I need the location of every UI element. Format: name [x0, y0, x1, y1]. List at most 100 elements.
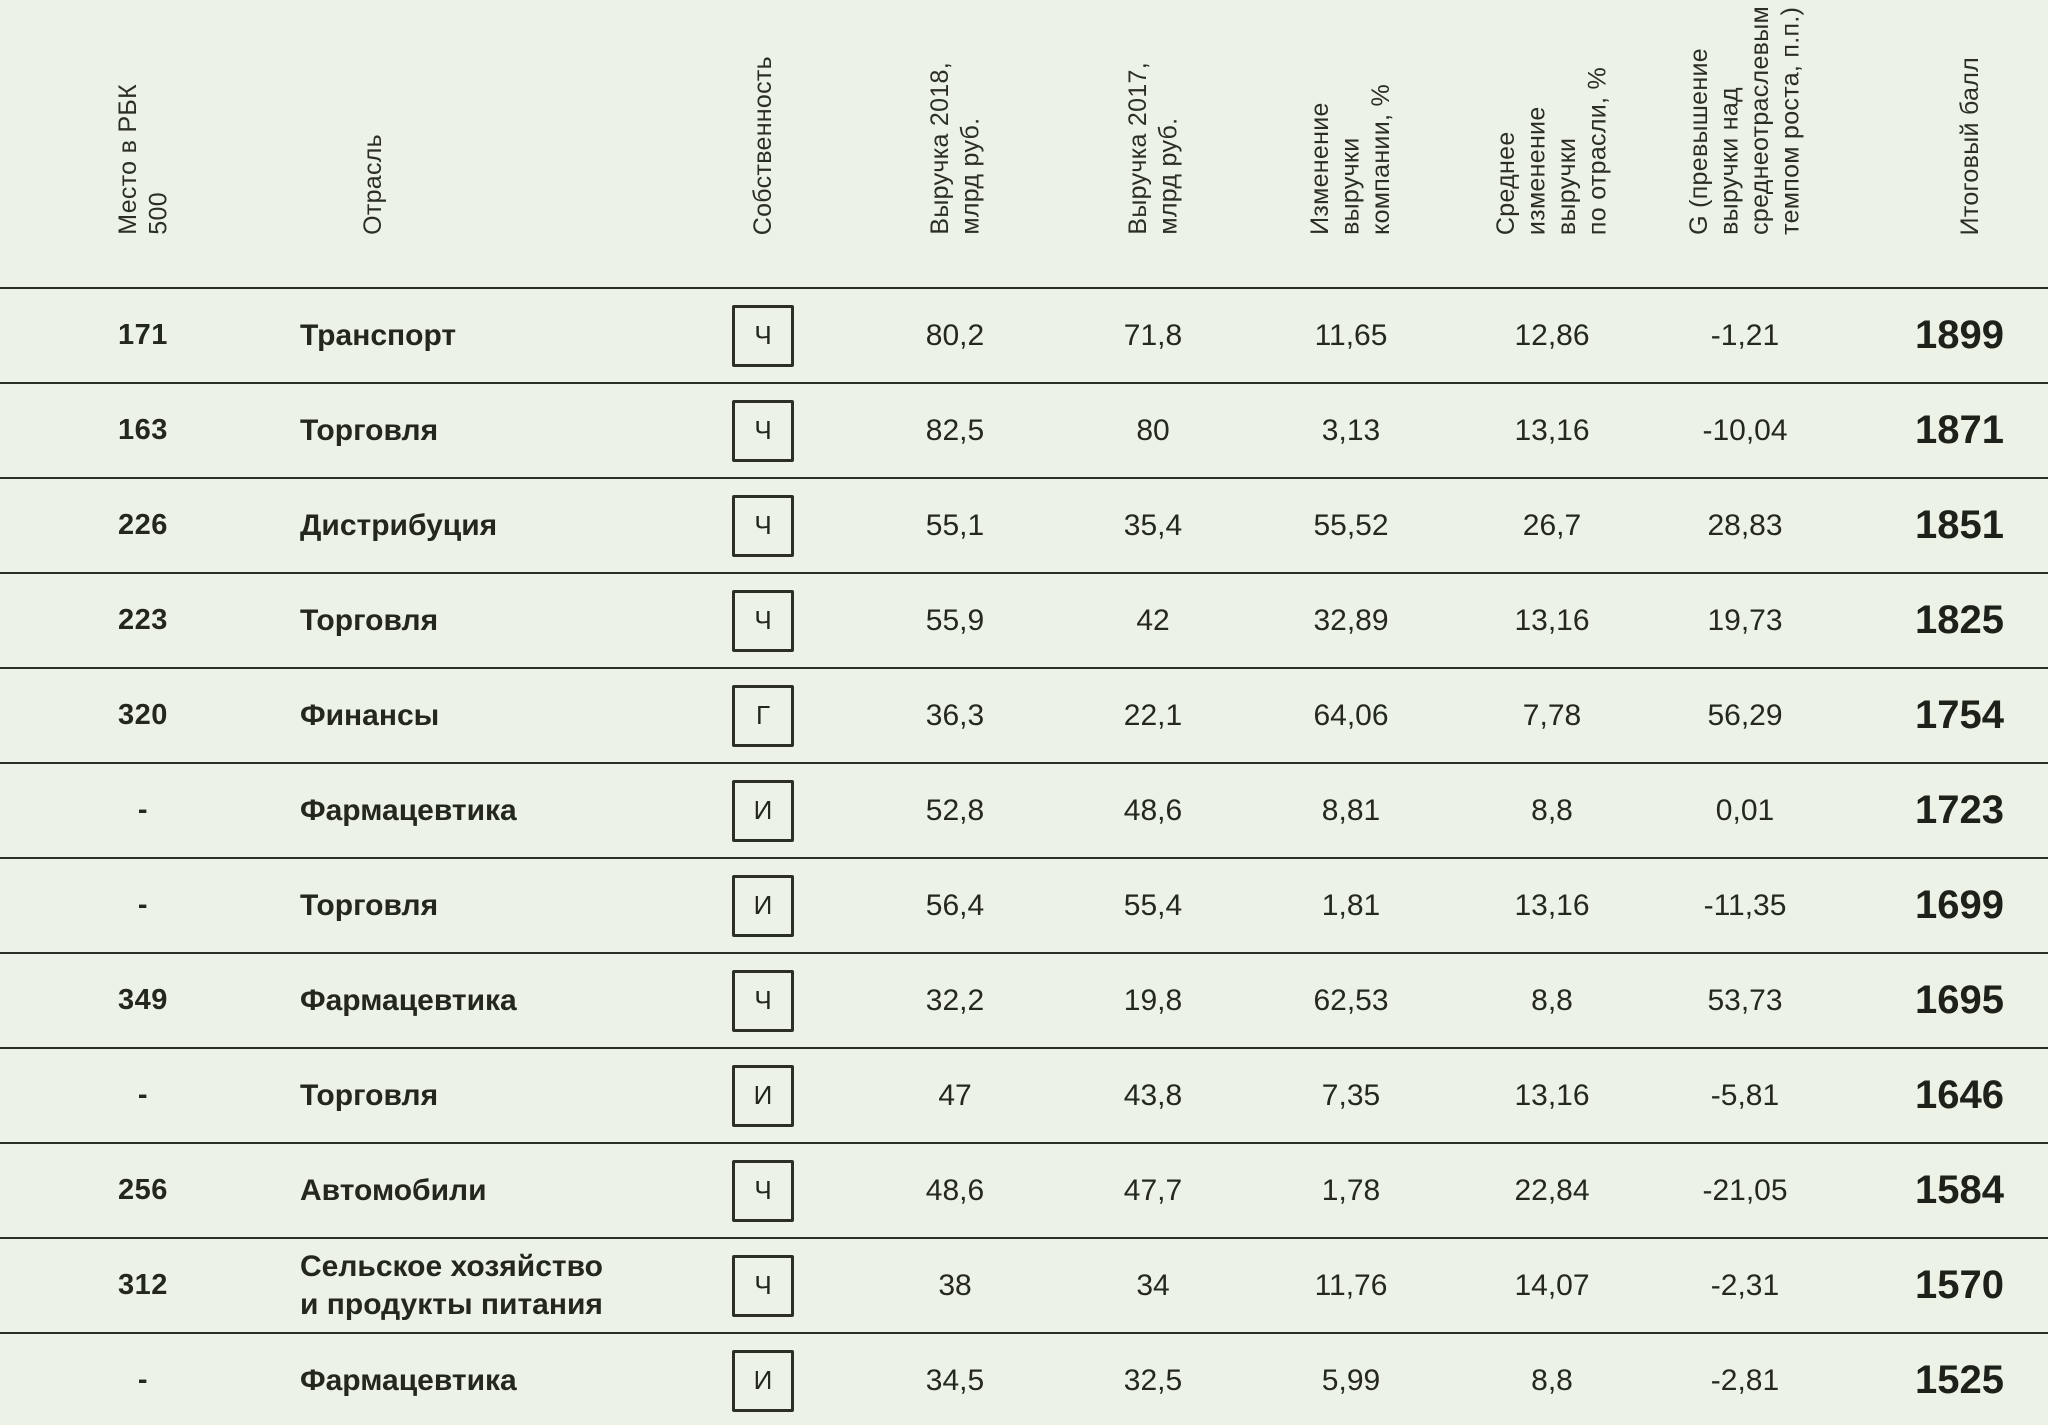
company-change-cell: 11,65: [1314, 318, 1388, 352]
table-row: 226 Дистрибуция Ч 55,1 35,4 55,52 26,7 2…: [0, 477, 2048, 572]
revenue-2018-cell: 55,9: [925, 603, 985, 637]
industry-cell: Фармацевтика: [300, 983, 517, 1017]
industry-cell: Фармацевтика: [300, 793, 517, 827]
industry-avg-change-cell: 8,8: [1531, 983, 1573, 1017]
industry-cell: Финансы: [300, 698, 440, 732]
revenue-2017-cell: 32,5: [1123, 1363, 1183, 1397]
table-row: 223 Торговля Ч 55,9 42 32,89 13,16 19,73…: [0, 572, 2048, 667]
ownership-badge: И: [732, 1349, 794, 1412]
company-change-cell: 55,52: [1313, 508, 1389, 542]
ownership-cell: И: [726, 874, 800, 937]
revenue-2017-cell: 71,8: [1123, 318, 1183, 352]
column-header-total-score-label: Итоговый балл: [1955, 56, 1984, 235]
industry-avg-change-cell: 14,07: [1514, 1268, 1590, 1302]
column-header-rank-label: Место в РБК 500: [113, 84, 173, 235]
column-header-industry-label: Отрасль: [359, 134, 387, 235]
ownership-cell: Ч: [726, 1254, 800, 1317]
industry-avg-change-cell: 26,7: [1522, 508, 1582, 542]
ownership-badge: И: [732, 779, 794, 842]
g-score-cell: -1,21: [1710, 318, 1780, 352]
revenue-2017-cell: 43,8: [1123, 1078, 1183, 1112]
column-header-industry-avg-change-label: Среднее изменение выручки по отрасли, %: [1492, 66, 1612, 235]
company-change-cell: 1,78: [1321, 1173, 1381, 1207]
industry-avg-change-cell: 22,84: [1514, 1173, 1590, 1207]
total-score-cell: 1825: [1915, 598, 2004, 642]
industry-avg-change-cell: 12,86: [1514, 318, 1590, 352]
ownership-badge: Ч: [732, 399, 794, 462]
column-header-revenue-2017-label: Выручка 2017, млрд руб.: [1123, 62, 1183, 235]
table-row: 171 Транспорт Ч 80,2 71,8 11,65 12,86 -1…: [0, 287, 2048, 382]
revenue-2018-cell: 52,8: [925, 793, 985, 827]
table-row: - Торговля И 56,4 55,4 1,81 13,16 -11,35…: [0, 857, 2048, 952]
column-header-revenue-2018: Выручка 2018, млрд руб.: [800, 0, 1110, 287]
column-header-company-change: Изменение выручки компании, %: [1196, 0, 1506, 287]
industry-cell: Автомобили: [300, 1173, 487, 1207]
column-header-ownership: Собственность: [726, 0, 800, 287]
column-header-ownership-label: Собственность: [748, 55, 777, 235]
rank-cell: 223: [118, 604, 168, 636]
revenue-2017-cell: 22,1: [1123, 698, 1183, 732]
rank-cell: 320: [118, 699, 168, 731]
company-change-cell: 62,53: [1313, 983, 1389, 1017]
industry-avg-change-cell: 8,8: [1531, 793, 1573, 827]
g-score-cell: 19,73: [1707, 603, 1783, 637]
ownership-cell: Ч: [726, 304, 800, 367]
table-row: 312 Сельское хозяйство и продукты питани…: [0, 1237, 2048, 1332]
ownership-cell: И: [726, 1349, 800, 1412]
company-change-cell: 7,35: [1321, 1078, 1381, 1112]
ownership-cell: Г: [726, 684, 800, 747]
revenue-2018-cell: 82,5: [925, 413, 985, 447]
revenue-2017-cell: 55,4: [1123, 888, 1183, 922]
rank-cell: 349: [118, 984, 168, 1016]
ownership-badge: Ч: [732, 1159, 794, 1222]
g-score-cell: 53,73: [1707, 983, 1783, 1017]
column-header-rank: Место в РБК 500: [0, 0, 286, 287]
revenue-2017-cell: 80: [1136, 413, 1170, 447]
rank-cell: -: [137, 794, 149, 826]
industry-cell: Транспорт: [300, 318, 457, 352]
revenue-2018-cell: 48,6: [925, 1173, 985, 1207]
table-row: 320 Финансы Г 36,3 22,1 64,06 7,78 56,29…: [0, 667, 2048, 762]
ownership-badge: Ч: [732, 494, 794, 557]
column-header-industry: Отрасль: [286, 0, 726, 287]
total-score-cell: 1723: [1915, 788, 2004, 832]
revenue-2017-cell: 35,4: [1123, 508, 1183, 542]
ownership-badge: Ч: [732, 304, 794, 367]
company-change-cell: 32,89: [1313, 603, 1389, 637]
ownership-badge: И: [732, 1064, 794, 1127]
company-change-cell: 3,13: [1321, 413, 1381, 447]
ownership-badge: Ч: [732, 1254, 794, 1317]
rank-cell: -: [137, 1364, 149, 1396]
table-row: - Фармацевтика И 34,5 32,5 5,99 8,8 -2,8…: [0, 1332, 2048, 1425]
company-change-cell: 11,76: [1314, 1268, 1388, 1302]
rank-cell: -: [137, 1079, 149, 1111]
industry-avg-change-cell: 13,16: [1514, 1078, 1590, 1112]
ownership-badge: И: [732, 874, 794, 937]
rank-cell: 256: [118, 1174, 168, 1206]
industry-avg-change-cell: 13,16: [1514, 603, 1590, 637]
ownership-cell: И: [726, 1064, 800, 1127]
industry-cell: Дистрибуция: [300, 508, 498, 542]
g-score-cell: -11,35: [1703, 888, 1787, 922]
table-row: 163 Торговля Ч 82,5 80 3,13 13,16 -10,04…: [0, 382, 2048, 477]
g-score-cell: -2,81: [1710, 1363, 1780, 1397]
g-score-cell: -21,05: [1702, 1173, 1788, 1207]
industry-cell: Сельское хозяйство и продукты питания: [300, 1250, 603, 1321]
table-row: 256 Автомобили Ч 48,6 47,7 1,78 22,84 -2…: [0, 1142, 2048, 1237]
column-header-g-score-label: G (превышение выручки над среднеотраслев…: [1685, 6, 1805, 235]
industry-cell: Торговля: [300, 888, 439, 922]
industry-avg-change-cell: 13,16: [1514, 888, 1590, 922]
table-body: 171 Транспорт Ч 80,2 71,8 11,65 12,86 -1…: [0, 287, 2048, 1425]
column-header-industry-avg-change: Среднее изменение выручки по отрасли, %: [1492, 0, 1612, 287]
industry-cell: Торговля: [300, 603, 439, 637]
revenue-2017-cell: 47,7: [1123, 1173, 1183, 1207]
revenue-2017-cell: 42: [1136, 603, 1170, 637]
ownership-cell: Ч: [726, 969, 800, 1032]
industry-cell: Торговля: [300, 1078, 439, 1112]
table-row: - Фармацевтика И 52,8 48,6 8,81 8,8 0,01…: [0, 762, 2048, 857]
ownership-badge: Г: [732, 684, 794, 747]
industry-cell: Фармацевтика: [300, 1363, 517, 1397]
total-score-cell: 1754: [1915, 693, 2004, 737]
company-change-cell: 64,06: [1313, 698, 1389, 732]
